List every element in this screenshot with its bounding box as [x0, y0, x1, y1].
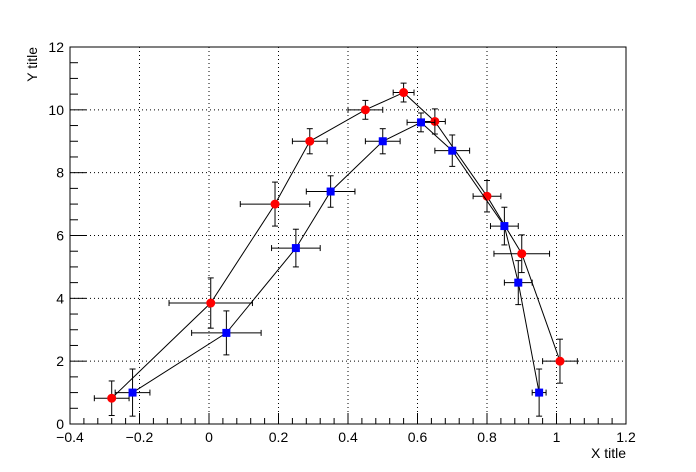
data-point — [416, 118, 425, 127]
data-point — [222, 328, 231, 337]
x-tick-label: −0.2 — [126, 429, 154, 445]
data-point — [128, 388, 137, 397]
data-point — [555, 356, 565, 366]
x-tick-label: 0.6 — [408, 429, 428, 445]
error-bar — [503, 260, 533, 306]
x-tick-label: 0.4 — [338, 429, 358, 445]
x-tick-label: 1 — [553, 429, 561, 445]
data-point — [360, 105, 370, 115]
x-tick-label: 0.8 — [477, 429, 497, 445]
data-point — [535, 388, 544, 397]
y-tick-label: 0 — [56, 416, 64, 432]
data-point — [378, 137, 387, 146]
x-tick-label: 0.2 — [269, 429, 289, 445]
data-point — [500, 222, 509, 231]
y-axis-title: Y title — [24, 47, 40, 82]
y-tick-label: 2 — [56, 353, 64, 369]
y-tick-label: 6 — [56, 228, 64, 244]
series-layer — [93, 82, 578, 417]
data-point — [107, 393, 117, 403]
data-point — [326, 187, 335, 196]
x-tick-label: 0 — [205, 429, 213, 445]
y-tick-label: 12 — [48, 39, 64, 55]
y-tick-label: 8 — [56, 165, 64, 181]
axes: −0.4 −0.2 0 0.2 0.4 0.6 0.8 1 1.2 0 2 4 6 8 10 12 — [48, 39, 636, 445]
y-tick-label: 4 — [56, 290, 64, 306]
error-bar — [406, 112, 436, 133]
data-point — [206, 298, 216, 308]
grid — [70, 47, 626, 424]
x-axis-title: X title — [591, 445, 626, 461]
data-point — [399, 88, 409, 98]
x-tick-label: 1.2 — [616, 429, 636, 445]
series-2 — [114, 112, 547, 417]
data-point — [270, 199, 280, 209]
series-line — [132, 121, 540, 394]
data-point — [291, 244, 300, 253]
data-point — [514, 278, 523, 287]
y-tick-label: 10 — [48, 102, 64, 118]
data-point — [448, 146, 457, 155]
x-tick-label: −0.4 — [56, 429, 84, 445]
data-point — [305, 136, 315, 146]
data-point — [517, 249, 527, 259]
